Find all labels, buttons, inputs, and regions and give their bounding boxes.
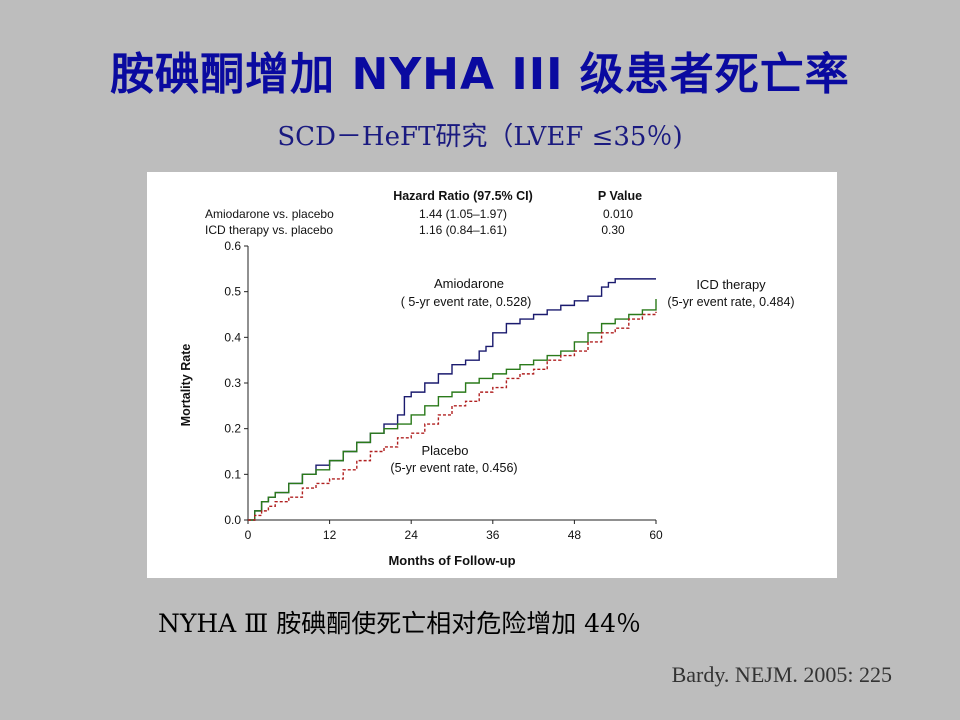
series-line-icd-therapy [248,298,657,521]
x-tick-label: 60 [649,528,663,542]
series-line-placebo [248,311,657,521]
y-tick-label: 0.4 [224,330,241,344]
table-row-icd-p: 0.30 [601,223,625,237]
chart-annotations: Amiodarone ( 5-yr event rate, 0.528) ICD… [390,276,794,475]
chart-svg: Hazard Ratio (97.5% CI) P Value Amiodaro… [179,189,795,568]
y-tick-label: 0.1 [224,467,241,481]
y-axis-label: Mortality Rate [179,344,193,427]
annotation-icd-name: ICD therapy [696,277,766,292]
table-row-icd-label: ICD therapy vs. placebo [205,223,333,237]
x-axis-label: Months of Follow-up [388,553,515,568]
conclusion-text: NYHA Ⅲ 胺碘酮使死亡相对危险增加 44％ [158,609,641,638]
y-tick-label: 0.2 [224,422,241,436]
y-tick-label: 0.6 [224,239,241,253]
x-tick-label: 12 [323,528,337,542]
table-row-icd-hr: 1.16 (0.84–1.61) [419,223,507,237]
table-header-p-value: P Value [598,189,642,203]
table-header-hazard-ratio: Hazard Ratio (97.5% CI) [393,189,533,203]
annotation-amiodarone-rate: ( 5-yr event rate, 0.528) [401,295,532,309]
hazard-ratio-table: Hazard Ratio (97.5% CI) P Value Amiodaro… [205,189,642,237]
table-row-amiodarone-hr: 1.44 (1.05–1.97) [419,207,507,221]
slide-title: 胺碘酮增加 NYHA III 级患者死亡率 [110,49,850,100]
series-layer [248,278,657,521]
annotation-placebo-name: Placebo [422,443,469,458]
x-tick-label: 0 [245,528,252,542]
x-tick-label: 36 [486,528,500,542]
chart-panel: Hazard Ratio (97.5% CI) P Value Amiodaro… [147,172,837,578]
slide-subtitle: SCD－HeFT研究（LVEF ≤35％) [277,122,683,152]
series-line-amiodarone [248,278,656,521]
annotation-placebo-rate: (5-yr event rate, 0.456) [390,461,517,475]
annotation-amiodarone-name: Amiodarone [434,276,504,291]
y-tick-label: 0.0 [224,513,241,527]
x-tick-label: 48 [568,528,582,542]
y-tick-label: 0.3 [224,376,241,390]
citation-text: Bardy. NEJM. 2005: 225 [671,662,892,687]
axis-ticks: 0.0 0.1 0.2 0.3 0.4 0.5 0.6 0 12 24 36 48 60 [224,239,663,542]
x-tick-label: 24 [405,528,419,542]
annotation-icd-rate: (5-yr event rate, 0.484) [667,295,794,309]
table-row-amiodarone-p: 0.010 [603,207,633,221]
table-row-amiodarone-label: Amiodarone vs. placebo [205,207,334,221]
y-tick-label: 0.5 [224,285,241,299]
